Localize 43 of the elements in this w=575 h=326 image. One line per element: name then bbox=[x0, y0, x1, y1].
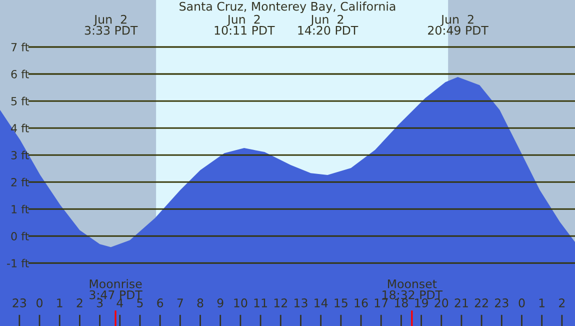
x-tick-label: 6 bbox=[157, 298, 164, 308]
x-tick-label: 22 bbox=[474, 298, 488, 308]
x-tick-label: 16 bbox=[354, 298, 368, 308]
x-tick-label: 7 bbox=[177, 298, 183, 308]
ref-line-label: Moonset 18:32 PDT bbox=[382, 280, 443, 300]
x-tick-label: 19 bbox=[415, 298, 428, 308]
y-tick-label: 2 ft bbox=[11, 178, 29, 186]
x-tick-label: 3 bbox=[96, 298, 103, 308]
y-tick-label: -1 ft bbox=[7, 258, 29, 268]
x-tick-label: 18 bbox=[394, 298, 408, 308]
chart-title: Santa Cruz, Monterey Bay, California bbox=[180, 2, 396, 14]
y-tick-label: 1 ft bbox=[12, 204, 29, 214]
y-tick-label: 6 ft bbox=[11, 70, 29, 78]
annotation: Jun 2 3:33 PDT bbox=[84, 14, 138, 35]
x-tick-label: 23 bbox=[495, 298, 508, 308]
ref-line-label: Moonrise 3:47 PDT bbox=[90, 279, 142, 300]
x-tick-label: 5 bbox=[137, 298, 143, 308]
x-tick-label: 2 bbox=[559, 298, 565, 308]
y-tick-label: 3 ft bbox=[11, 150, 29, 160]
annotation: Jun 2 10:11 PDT bbox=[214, 14, 275, 35]
x-tick-label: 0 bbox=[518, 298, 525, 308]
x-tick-label: 8 bbox=[197, 298, 204, 308]
x-tick-label: 15 bbox=[334, 298, 348, 308]
annotation: Jun 2 14:20 PDT bbox=[298, 14, 358, 35]
x-tick-label: 2 bbox=[76, 298, 82, 308]
y-tick-label: 0 ft bbox=[11, 232, 29, 240]
x-tick-label: 21 bbox=[454, 298, 468, 308]
x-tick-label: 0 bbox=[36, 298, 42, 308]
x-tick-label: 4 bbox=[116, 298, 123, 308]
x-tick-label: 1 bbox=[57, 298, 62, 308]
x-tick-label: 14 bbox=[314, 298, 328, 308]
x-tick-label: 11 bbox=[254, 298, 267, 308]
y-tick-label: 4 ft bbox=[11, 124, 29, 132]
x-tick-label: 13 bbox=[294, 298, 308, 308]
x-tick-label: 10 bbox=[234, 298, 248, 308]
x-tick-label: 9 bbox=[217, 298, 224, 308]
y-tick-label: 7 ft bbox=[11, 42, 29, 52]
x-tick-label: 23 bbox=[12, 298, 26, 308]
x-tick-label: 20 bbox=[434, 298, 448, 308]
y-tick-label: 5 ft bbox=[11, 96, 29, 106]
x-tick-label: 1 bbox=[539, 298, 545, 308]
x-tick-label: 12 bbox=[274, 298, 287, 308]
annotation: Jun 2 20:49 PDT bbox=[428, 14, 488, 35]
